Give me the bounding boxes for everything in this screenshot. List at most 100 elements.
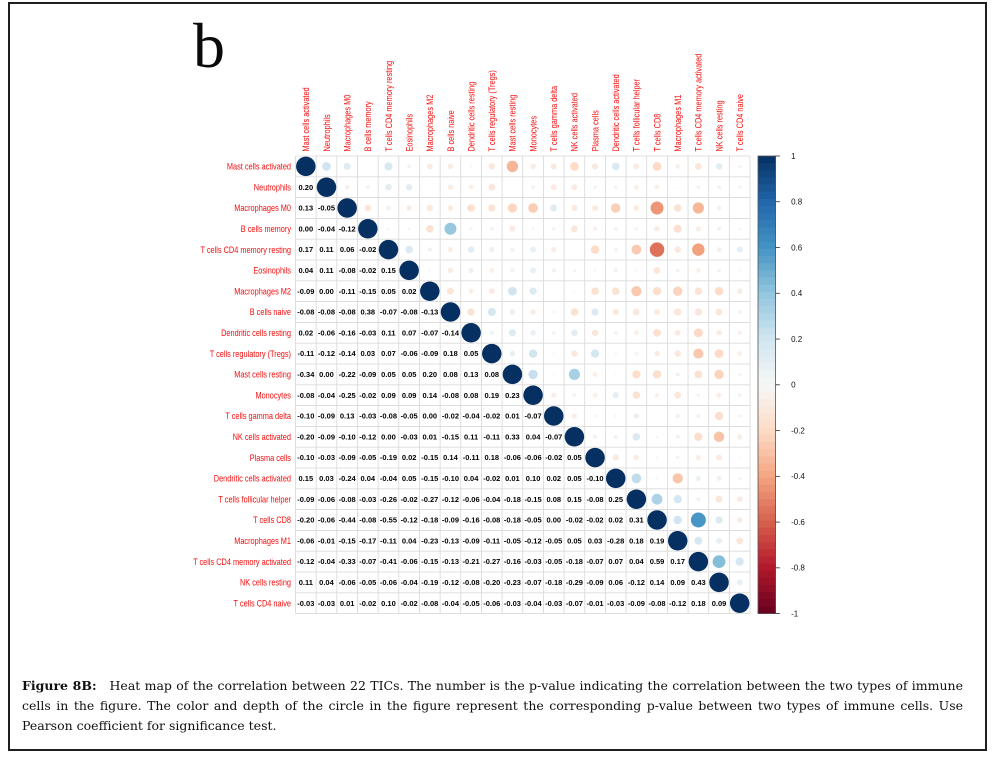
svg-text:NK cells resting: NK cells resting bbox=[240, 578, 291, 588]
svg-text:-0.09: -0.09 bbox=[297, 495, 314, 504]
svg-text:-0.6: -0.6 bbox=[791, 518, 805, 527]
svg-text:-0.12: -0.12 bbox=[359, 432, 376, 441]
svg-text:-0.04: -0.04 bbox=[525, 599, 543, 608]
svg-text:0.05: 0.05 bbox=[381, 287, 396, 296]
svg-text:-0.05: -0.05 bbox=[545, 536, 562, 545]
svg-text:0.11: 0.11 bbox=[381, 328, 395, 337]
svg-text:0.31: 0.31 bbox=[629, 516, 644, 525]
svg-text:-0.06: -0.06 bbox=[318, 495, 335, 504]
svg-text:0.04: 0.04 bbox=[402, 536, 417, 545]
svg-text:-0.17: -0.17 bbox=[359, 536, 376, 545]
svg-text:0.19: 0.19 bbox=[650, 536, 665, 545]
svg-text:-0.04: -0.04 bbox=[463, 412, 481, 421]
svg-text:0.09: 0.09 bbox=[402, 391, 417, 400]
svg-text:-0.15: -0.15 bbox=[421, 474, 438, 483]
svg-text:Macrophages M2: Macrophages M2 bbox=[234, 286, 291, 296]
svg-text:-0.08: -0.08 bbox=[380, 412, 397, 421]
svg-text:-0.08: -0.08 bbox=[401, 308, 418, 317]
svg-text:-0.09: -0.09 bbox=[628, 599, 645, 608]
svg-text:-0.02: -0.02 bbox=[359, 266, 376, 275]
svg-text:-0.06: -0.06 bbox=[463, 495, 480, 504]
svg-text:-0.18: -0.18 bbox=[504, 495, 521, 504]
svg-text:Neutrophils: Neutrophils bbox=[254, 182, 292, 192]
svg-text:-0.11: -0.11 bbox=[483, 432, 500, 441]
svg-text:-0.11: -0.11 bbox=[339, 287, 356, 296]
svg-text:-0.07: -0.07 bbox=[587, 557, 604, 566]
svg-text:-0.08: -0.08 bbox=[339, 266, 356, 275]
svg-text:-0.04: -0.04 bbox=[318, 557, 336, 566]
svg-text:0.11: 0.11 bbox=[299, 578, 313, 587]
svg-text:-0.15: -0.15 bbox=[359, 287, 376, 296]
svg-text:-0.03: -0.03 bbox=[545, 599, 562, 608]
svg-text:-0.09: -0.09 bbox=[587, 578, 604, 587]
svg-text:-0.05: -0.05 bbox=[463, 599, 480, 608]
svg-text:-0.08: -0.08 bbox=[318, 308, 335, 317]
svg-text:-0.10: -0.10 bbox=[442, 474, 459, 483]
svg-text:0.00: 0.00 bbox=[299, 224, 314, 233]
svg-text:0.20: 0.20 bbox=[422, 370, 437, 379]
svg-text:0.00: 0.00 bbox=[319, 370, 334, 379]
svg-text:B cells naive: B cells naive bbox=[250, 307, 291, 317]
svg-text:-0.44: -0.44 bbox=[339, 516, 357, 525]
svg-text:0.33: 0.33 bbox=[505, 432, 520, 441]
svg-text:-0.12: -0.12 bbox=[318, 349, 335, 358]
svg-text:-0.04: -0.04 bbox=[442, 599, 460, 608]
svg-text:-0.03: -0.03 bbox=[318, 599, 335, 608]
svg-text:0.05: 0.05 bbox=[567, 453, 582, 462]
svg-text:0.09: 0.09 bbox=[712, 599, 727, 608]
svg-text:0.00: 0.00 bbox=[381, 432, 396, 441]
svg-text:-0.12: -0.12 bbox=[525, 536, 542, 545]
svg-text:0.10: 0.10 bbox=[381, 599, 396, 608]
svg-text:T cells CD4 memory activated: T cells CD4 memory activated bbox=[694, 54, 704, 152]
svg-text:-0.01: -0.01 bbox=[318, 536, 335, 545]
svg-text:-0.06: -0.06 bbox=[380, 578, 397, 587]
svg-text:T cells CD4 memory activated: T cells CD4 memory activated bbox=[193, 557, 291, 567]
svg-text:-0.03: -0.03 bbox=[525, 557, 542, 566]
svg-text:0.38: 0.38 bbox=[361, 308, 376, 317]
svg-text:-0.19: -0.19 bbox=[380, 453, 397, 462]
caption-line-1-text: Heat map of the correlation between 22 T… bbox=[109, 677, 963, 693]
svg-text:-0.18: -0.18 bbox=[421, 516, 438, 525]
svg-text:0.14: 0.14 bbox=[443, 453, 458, 462]
svg-text:-0.08: -0.08 bbox=[339, 495, 356, 504]
svg-text:0.07: 0.07 bbox=[381, 349, 396, 358]
svg-text:-0.23: -0.23 bbox=[504, 578, 521, 587]
correlation-values: 0.200.13 -0.050.00 -0.04 -0.120.17 0.11 0.06-… bbox=[297, 183, 726, 608]
svg-text:-0.15: -0.15 bbox=[339, 536, 356, 545]
svg-text:NK cells activated: NK cells activated bbox=[233, 432, 291, 442]
svg-text:-0.07: -0.07 bbox=[359, 557, 376, 566]
svg-text:0.05: 0.05 bbox=[402, 474, 417, 483]
svg-text:-0.09: -0.09 bbox=[318, 412, 335, 421]
svg-text:-0.03: -0.03 bbox=[297, 599, 314, 608]
svg-text:B cells memory: B cells memory bbox=[241, 224, 292, 234]
svg-text:0.03: 0.03 bbox=[588, 536, 603, 545]
svg-text:Plasma cells: Plasma cells bbox=[250, 453, 292, 463]
svg-text:0.11: 0.11 bbox=[464, 432, 478, 441]
svg-text:Monocytes: Monocytes bbox=[528, 116, 538, 152]
svg-text:0.04: 0.04 bbox=[361, 474, 376, 483]
svg-text:0: 0 bbox=[791, 381, 796, 390]
svg-text:-0.28: -0.28 bbox=[607, 536, 624, 545]
svg-text:-0.09: -0.09 bbox=[318, 432, 335, 441]
svg-text:Monocytes: Monocytes bbox=[255, 390, 291, 400]
svg-text:0.18: 0.18 bbox=[629, 536, 644, 545]
svg-text:-0.13: -0.13 bbox=[421, 308, 438, 317]
svg-text:T cells gamma delta: T cells gamma delta bbox=[549, 85, 559, 151]
svg-text:-0.20: -0.20 bbox=[297, 516, 314, 525]
svg-text:-0.12: -0.12 bbox=[442, 495, 459, 504]
svg-text:-0.02: -0.02 bbox=[442, 412, 459, 421]
svg-text:-0.06: -0.06 bbox=[318, 328, 335, 337]
svg-text:0.04: 0.04 bbox=[299, 266, 314, 275]
svg-text:-0.21: -0.21 bbox=[463, 557, 480, 566]
svg-text:Mast cells activated: Mast cells activated bbox=[301, 87, 311, 151]
svg-text:0.04: 0.04 bbox=[319, 578, 334, 587]
svg-text:-0.12: -0.12 bbox=[297, 557, 314, 566]
svg-text:-0.05: -0.05 bbox=[401, 412, 418, 421]
svg-text:-0.08: -0.08 bbox=[297, 308, 314, 317]
svg-text:T cells CD8: T cells CD8 bbox=[652, 114, 662, 152]
svg-text:0.08: 0.08 bbox=[546, 495, 561, 504]
svg-text:0.6: 0.6 bbox=[791, 243, 803, 252]
svg-text:-0.04: -0.04 bbox=[483, 495, 501, 504]
svg-text:-0.08: -0.08 bbox=[648, 599, 665, 608]
svg-text:-0.20: -0.20 bbox=[297, 432, 314, 441]
